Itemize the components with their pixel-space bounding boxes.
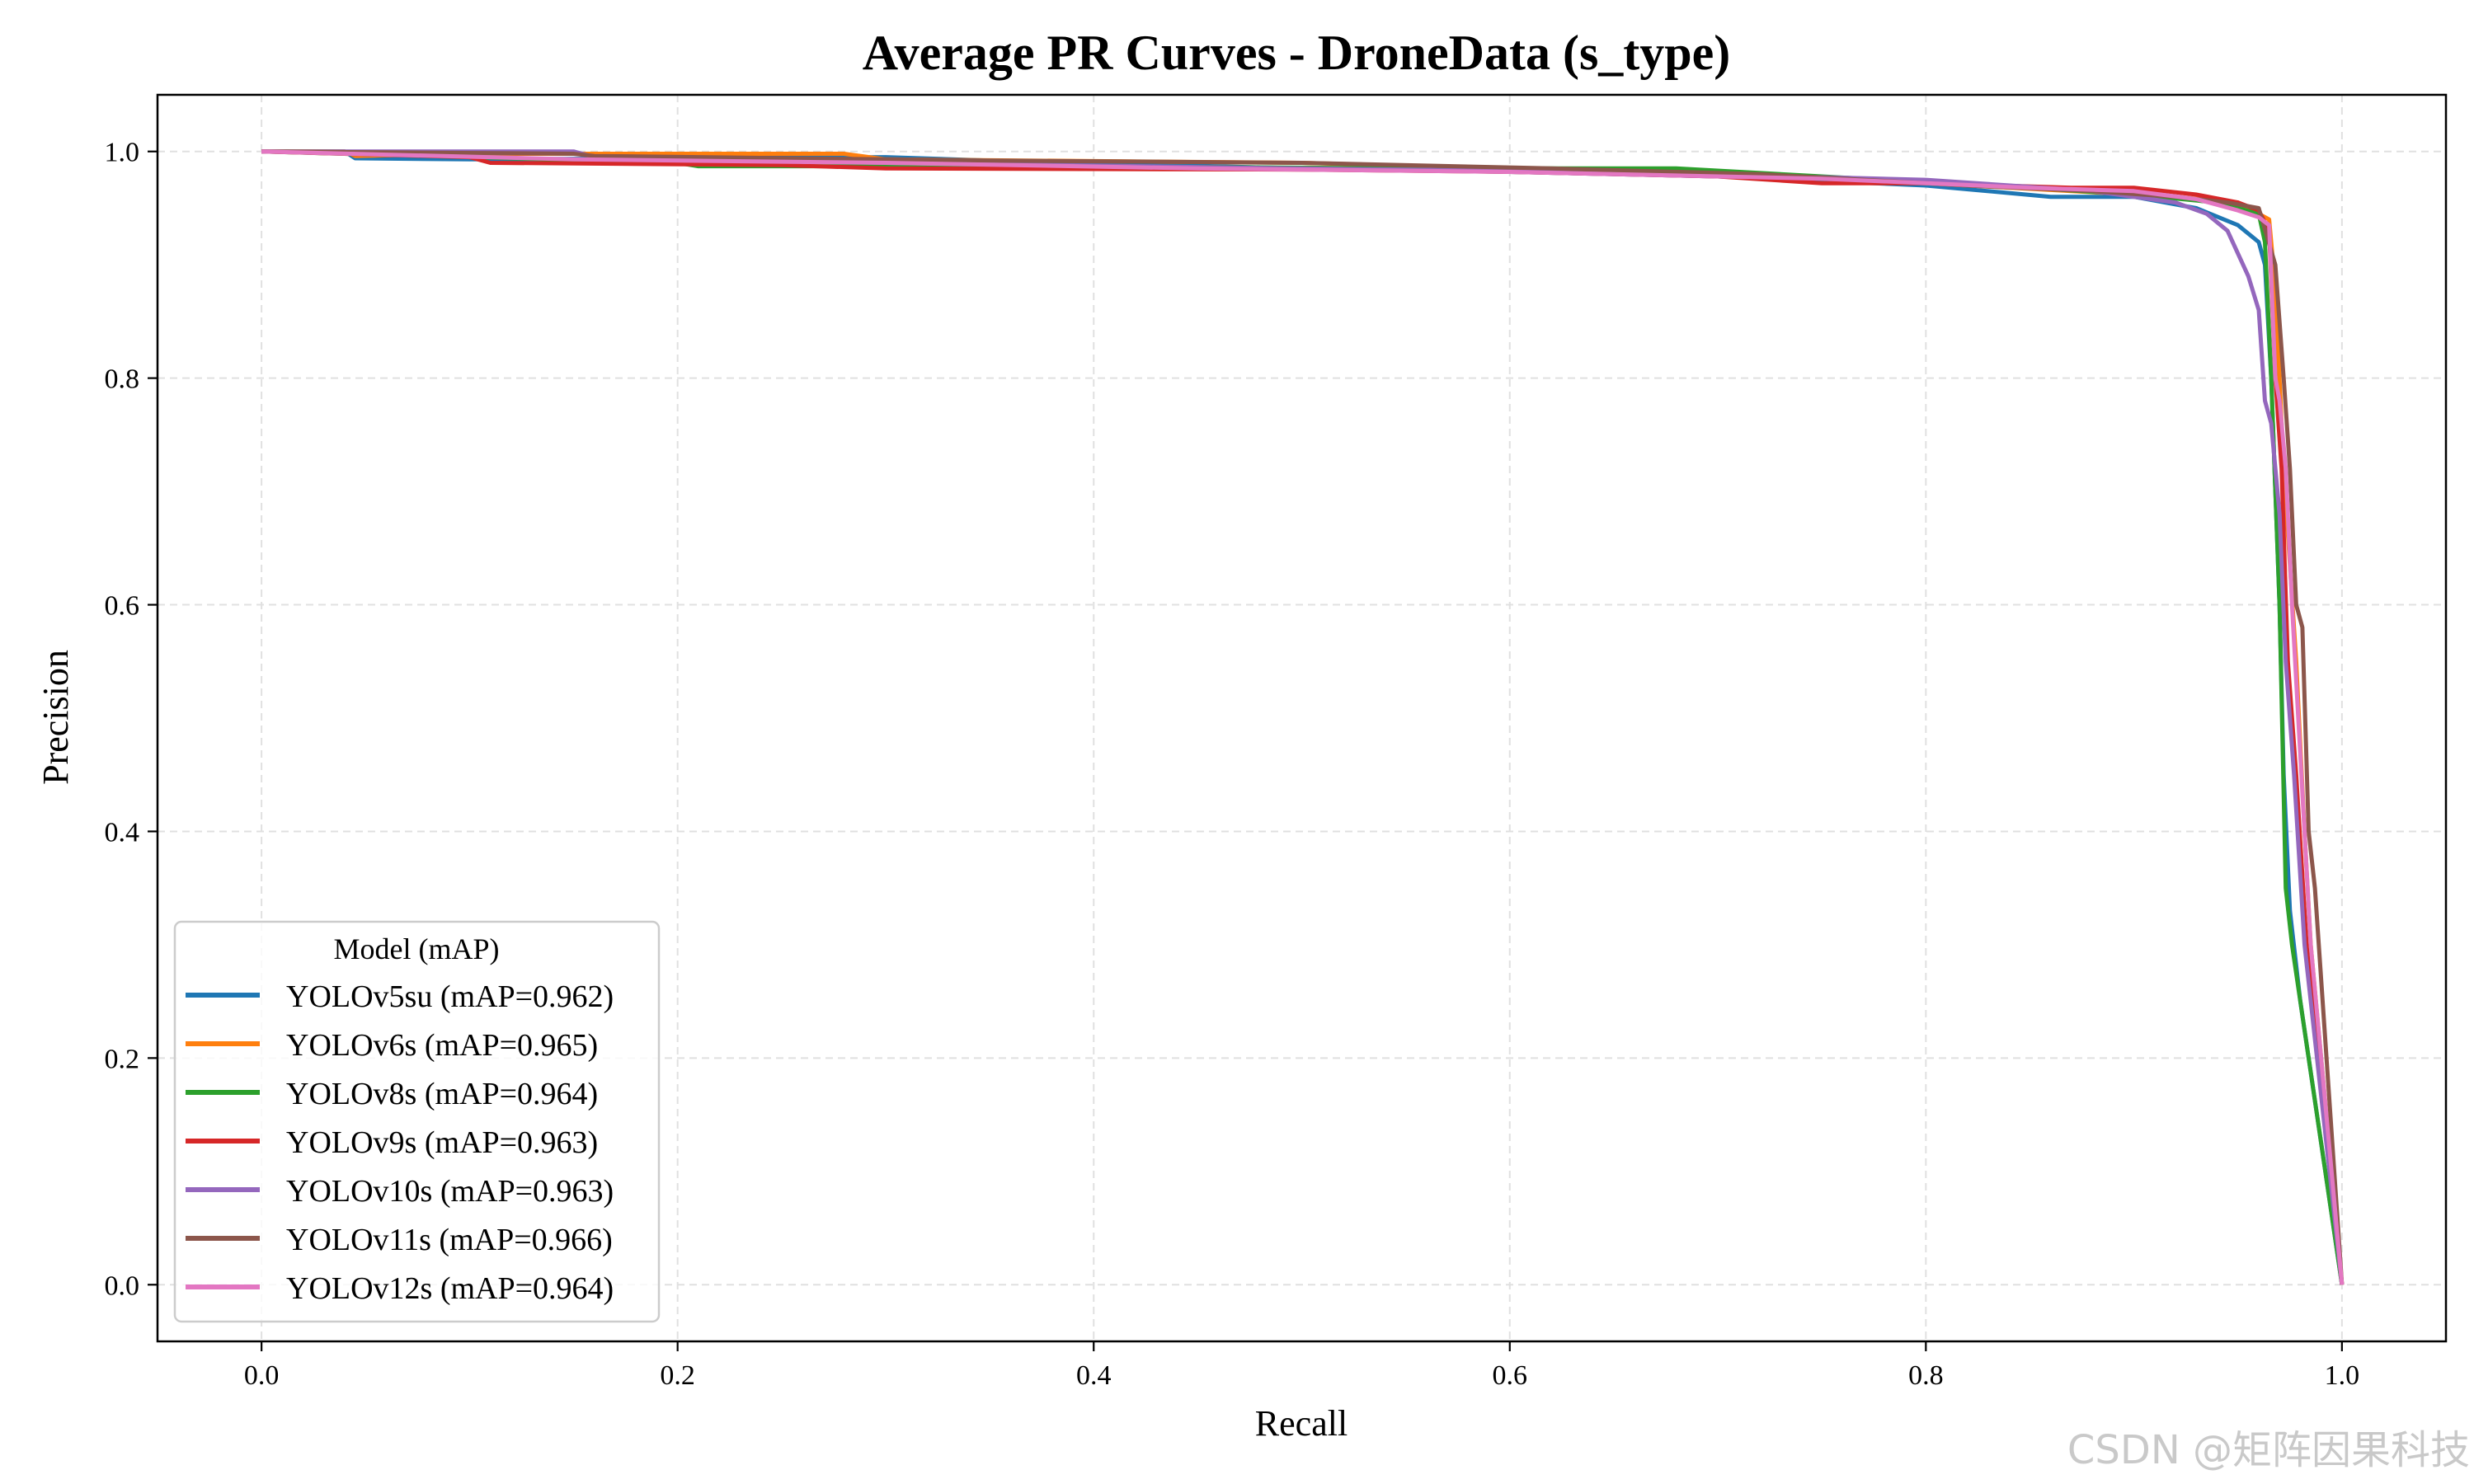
y-tick-label: 0.0 bbox=[105, 1270, 140, 1301]
legend-box bbox=[173, 920, 661, 1323]
grid-lines bbox=[158, 95, 2446, 1341]
legend-items: YOLOv5su (mAP=0.962) YOLOv6s (mAP=0.965) Y… bbox=[186, 979, 614, 1306]
series-layer bbox=[261, 149, 2345, 1285]
chart-title: Average PR Curves - DroneData (s_type) bbox=[863, 26, 1731, 80]
legend-label: YOLOv9s (mAP=0.963) bbox=[286, 1125, 598, 1160]
y-tick-label: 0.8 bbox=[105, 364, 140, 395]
legend: Model (mAP) YOLOv5su (mAP=0.962) YOLOv6s … bbox=[173, 920, 661, 1323]
legend-label: YOLOv5su (mAP=0.962) bbox=[286, 979, 614, 1014]
series-line-4 bbox=[261, 149, 2345, 1285]
x-tick-label: 0.6 bbox=[1493, 1360, 1528, 1391]
legend-label: YOLOv12s (mAP=0.964) bbox=[286, 1271, 614, 1306]
legend-label: YOLOv6s (mAP=0.965) bbox=[286, 1028, 598, 1063]
x-axis-label: Recall bbox=[1255, 1403, 1348, 1444]
y-axis-ticks: 0.0 0.2 0.4 0.6 0.8 1.0 bbox=[105, 138, 158, 1301]
y-tick-label: 1.0 bbox=[105, 138, 140, 168]
series-line-7 bbox=[261, 149, 2345, 1285]
x-tick-label: 0.0 bbox=[244, 1360, 280, 1391]
x-tick-label: 1.0 bbox=[2325, 1360, 2360, 1391]
x-tick-label: 0.4 bbox=[1076, 1360, 1112, 1391]
legend-label: YOLOv11s (mAP=0.966) bbox=[286, 1223, 613, 1257]
x-axis-ticks: 0.0 0.2 0.4 0.6 0.8 1.0 bbox=[244, 1341, 2359, 1391]
legend-label: YOLOv10s (mAP=0.963) bbox=[286, 1174, 614, 1209]
watermark: CSDN @矩阵因果科技 bbox=[2067, 1427, 2470, 1473]
x-tick-label: 0.8 bbox=[1908, 1360, 1944, 1391]
y-axis-label: Precision bbox=[35, 650, 76, 785]
y-tick-label: 0.2 bbox=[105, 1044, 140, 1074]
plot-frame bbox=[156, 93, 2448, 1343]
legend-label: YOLOv8s (mAP=0.964) bbox=[286, 1077, 598, 1111]
legend-title: Model (mAP) bbox=[334, 932, 500, 965]
x-tick-label: 0.2 bbox=[660, 1360, 695, 1391]
y-tick-label: 0.4 bbox=[105, 817, 140, 848]
y-tick-label: 0.6 bbox=[105, 591, 140, 622]
